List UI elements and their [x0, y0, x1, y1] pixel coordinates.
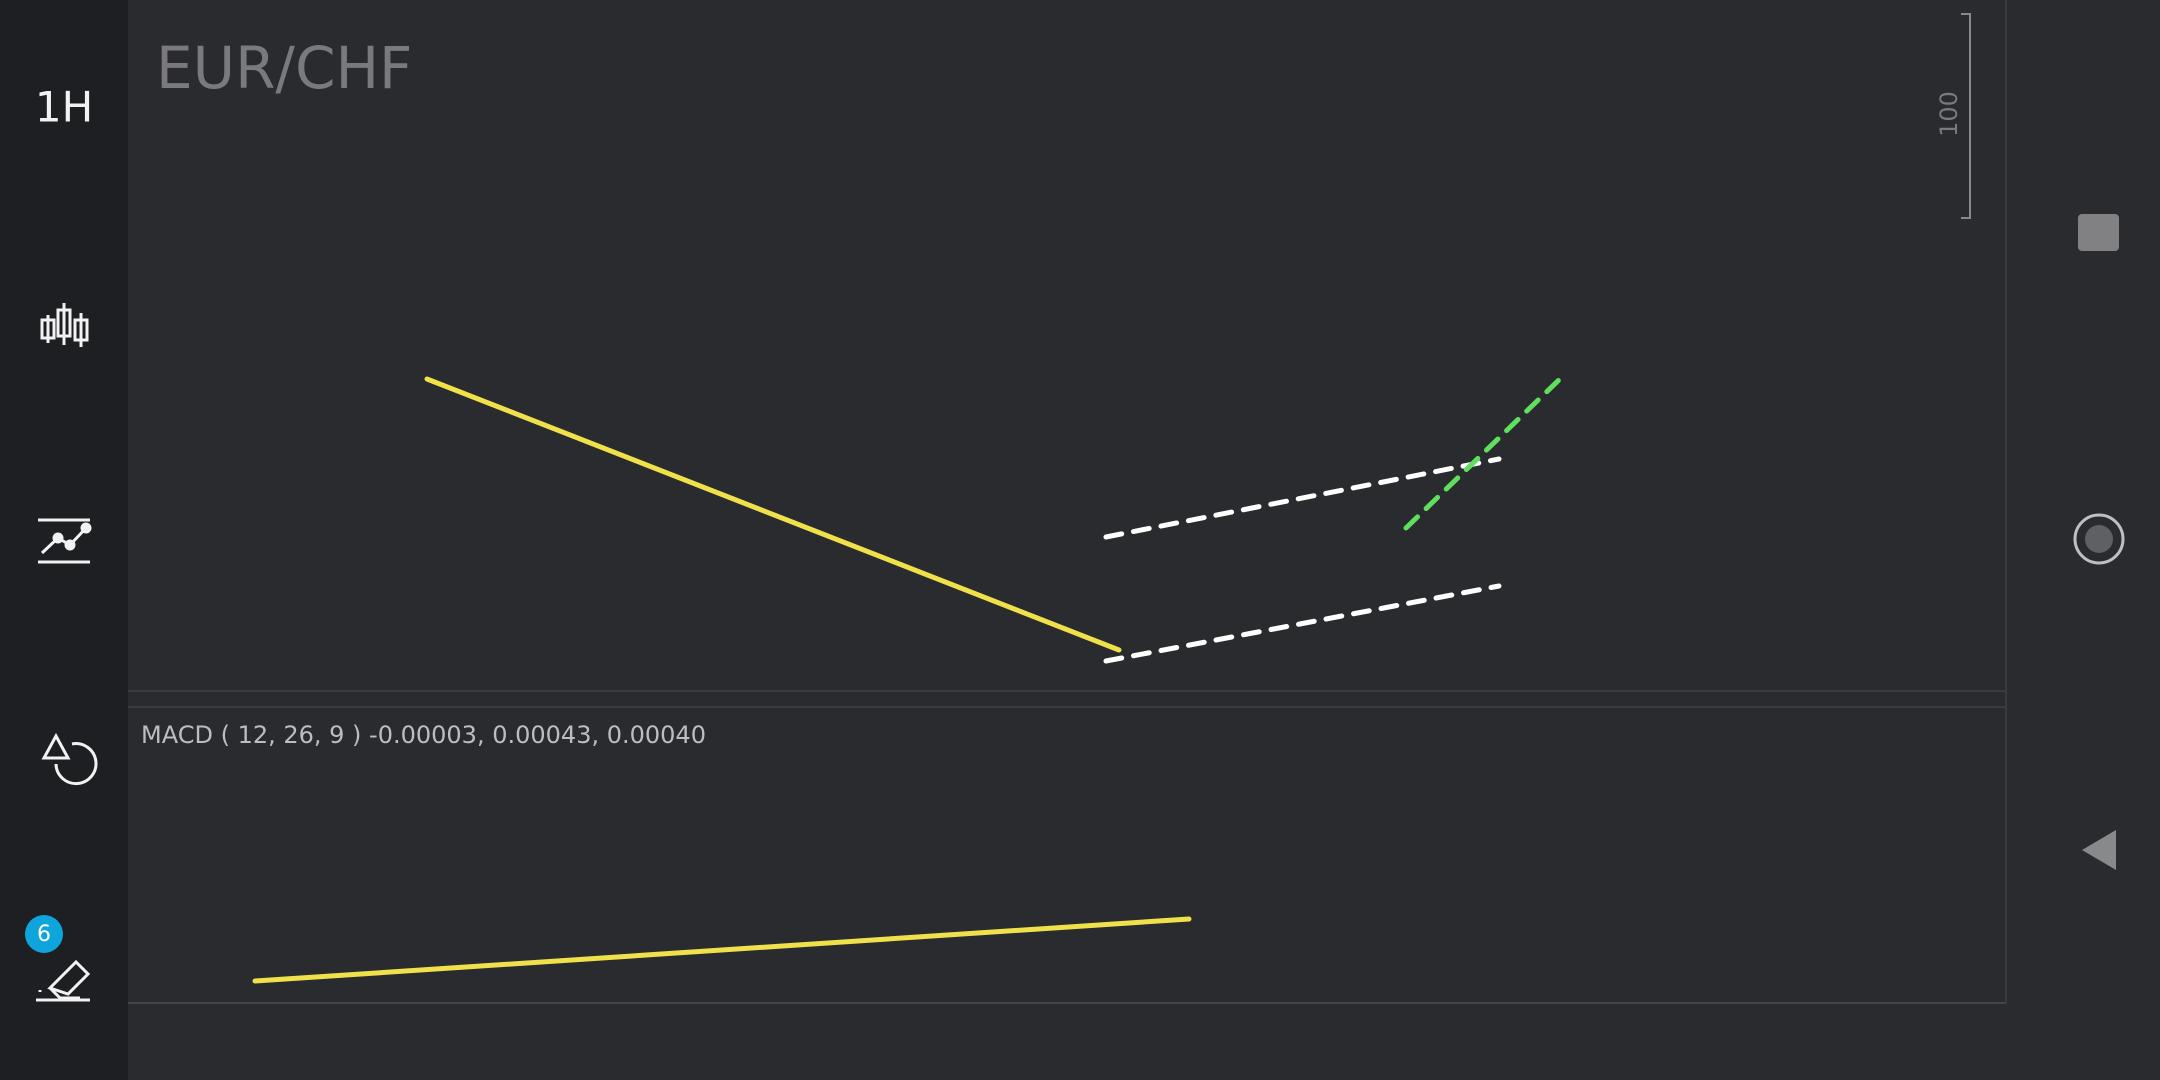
timeframe-button[interactable]: 1H — [35, 83, 93, 132]
bracket — [1961, 13, 1971, 219]
drawings — [252, 372, 1567, 984]
macd-trend-line — [252, 916, 1192, 984]
chart-title: EUR/CHF — [156, 34, 412, 102]
channel-top — [1103, 456, 1502, 540]
icon-candle — [40, 318, 56, 340]
icon-triangle — [41, 732, 71, 760]
axis-button[interactable] — [2078, 214, 2119, 251]
icon-dot — [80, 522, 92, 534]
icon-eraser-edge — [48, 986, 80, 1000]
icon-candle — [73, 318, 89, 342]
icon-graph — [40, 526, 88, 555]
collapse-button[interactable] — [2082, 830, 2116, 870]
badge — [25, 915, 63, 953]
eraser-button[interactable] — [36, 959, 91, 1002]
projection-line — [1403, 372, 1567, 531]
scale-label: 100 — [1935, 91, 1963, 137]
drawing-tools-button[interactable] — [41, 732, 98, 786]
crosshair-button-core — [2085, 525, 2113, 553]
icon-arc — [54, 742, 98, 786]
chart-type-button[interactable] — [40, 303, 89, 347]
indicator-title: MACD ( 12, 26, 9 ) -0.00003, 0.00043, 0.… — [141, 721, 706, 749]
icon-eraser — [47, 959, 91, 996]
scale-bracket[interactable]: 100 — [1935, 13, 1971, 219]
trend-line — [424, 376, 1122, 653]
icon-dot — [64, 539, 76, 551]
badge-count: 6 — [37, 922, 51, 947]
icon-dot — [52, 532, 64, 544]
indicators-button[interactable] — [38, 518, 92, 564]
icon-candle — [56, 308, 72, 338]
crosshair-button[interactable] — [2073, 513, 2125, 565]
channel-bottom — [1103, 583, 1502, 664]
